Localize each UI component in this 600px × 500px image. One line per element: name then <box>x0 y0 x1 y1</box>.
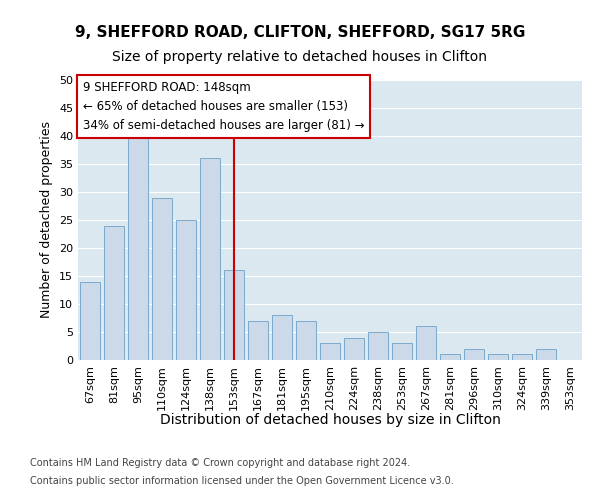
Text: 9, SHEFFORD ROAD, CLIFTON, SHEFFORD, SG17 5RG: 9, SHEFFORD ROAD, CLIFTON, SHEFFORD, SG1… <box>75 25 525 40</box>
Bar <box>488 354 508 360</box>
Bar <box>104 226 124 360</box>
Text: Size of property relative to detached houses in Clifton: Size of property relative to detached ho… <box>113 50 487 64</box>
Bar <box>344 338 364 360</box>
Bar <box>200 158 220 360</box>
Bar <box>368 332 388 360</box>
Bar <box>176 220 196 360</box>
Bar <box>392 343 412 360</box>
Bar <box>296 321 316 360</box>
Bar <box>224 270 244 360</box>
Bar <box>80 282 100 360</box>
Bar <box>128 130 148 360</box>
Text: Contains HM Land Registry data © Crown copyright and database right 2024.: Contains HM Land Registry data © Crown c… <box>30 458 410 468</box>
Bar <box>512 354 532 360</box>
Text: Contains public sector information licensed under the Open Government Licence v3: Contains public sector information licen… <box>30 476 454 486</box>
Bar <box>536 349 556 360</box>
Bar <box>416 326 436 360</box>
Bar <box>152 198 172 360</box>
Bar <box>248 321 268 360</box>
Text: Distribution of detached houses by size in Clifton: Distribution of detached houses by size … <box>160 413 500 427</box>
Y-axis label: Number of detached properties: Number of detached properties <box>40 122 53 318</box>
Bar <box>320 343 340 360</box>
Bar <box>272 315 292 360</box>
Bar <box>464 349 484 360</box>
Text: 9 SHEFFORD ROAD: 148sqm
← 65% of detached houses are smaller (153)
34% of semi-d: 9 SHEFFORD ROAD: 148sqm ← 65% of detache… <box>83 82 365 132</box>
Bar <box>440 354 460 360</box>
